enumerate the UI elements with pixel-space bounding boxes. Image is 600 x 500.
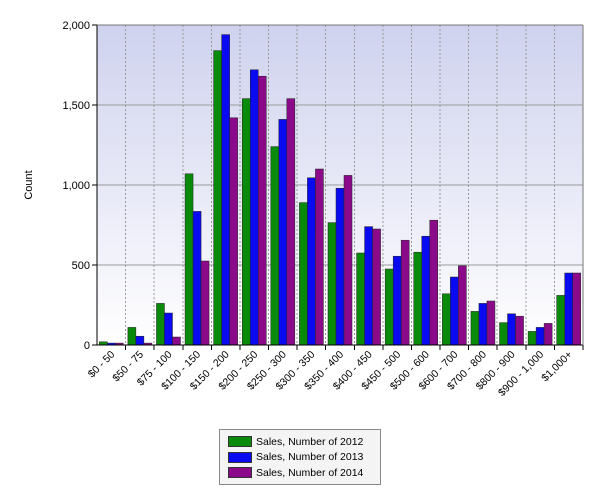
legend-label-2013: Sales, Number of 2013	[256, 451, 364, 464]
bar-2012	[384, 268, 394, 346]
legend-label-2014: Sales, Number of 2014	[256, 466, 364, 479]
bar-2013	[535, 327, 545, 346]
bar-2012	[413, 251, 423, 346]
bar-2012	[184, 173, 194, 346]
y-axis-label: Count	[23, 170, 35, 199]
bar-2013	[221, 34, 230, 346]
axes	[92, 24, 584, 350]
legend-item-2014: Sales, Number of 2014	[228, 465, 374, 481]
bar-2013	[192, 211, 202, 346]
bar-2012	[470, 311, 480, 346]
bar-2014	[372, 228, 381, 346]
y-tick-label: 500	[72, 260, 90, 272]
bar-2012	[356, 252, 365, 346]
bar-2014	[172, 336, 181, 346]
bar-2013	[249, 69, 259, 346]
bar-2014	[572, 272, 581, 346]
bar-2013	[307, 177, 316, 346]
legend-swatch-2013	[228, 451, 252, 463]
bar-2012	[442, 293, 451, 346]
bar-2013	[278, 119, 288, 346]
bar-2014	[515, 315, 524, 346]
bar-2012	[327, 222, 337, 346]
legend-label-2012: Sales, Number of 2012	[256, 435, 364, 448]
x-tick-label: $1,000+	[539, 349, 575, 385]
bar-2014	[229, 117, 238, 346]
bar-2012	[213, 50, 222, 346]
bar-2012	[556, 295, 565, 346]
legend: Sales, Number of 2012 Sales, Number of 2…	[219, 429, 381, 485]
bar-2013	[421, 235, 431, 346]
bar-2013	[164, 312, 173, 346]
bar-2014	[200, 260, 210, 346]
bar-2013	[450, 276, 459, 346]
bar-2014	[343, 175, 353, 346]
y-tick-label: 2,000	[62, 20, 90, 32]
bar-2012	[241, 98, 251, 346]
bar-2014	[315, 168, 324, 346]
legend-swatch-2014	[228, 467, 252, 479]
legend-swatch-2012	[228, 436, 252, 448]
bar-2012	[527, 331, 537, 346]
legend-item-2013: Sales, Number of 2013	[228, 450, 374, 466]
bar-2012	[499, 322, 508, 346]
bar-2013	[478, 303, 488, 346]
bar-2014	[286, 98, 296, 346]
bar-2013	[135, 335, 145, 346]
bar-2012	[299, 202, 308, 346]
bar-2012	[156, 303, 165, 346]
bar-2014	[257, 75, 267, 346]
bar-2013	[392, 255, 402, 346]
bar-2014	[429, 219, 439, 346]
bar-2014	[486, 300, 496, 346]
y-tick-label: 0	[84, 340, 90, 352]
bars	[99, 34, 581, 346]
bar-2012	[127, 327, 137, 346]
bar-2014	[458, 265, 467, 346]
bar-2013	[507, 313, 516, 346]
bar-2012	[270, 146, 280, 346]
bar-2014	[400, 239, 410, 346]
y-tick-label: 1,500	[62, 100, 90, 112]
bar-2013	[564, 272, 573, 346]
bar-2013	[364, 226, 373, 346]
legend-item-2012: Sales, Number of 2012	[228, 434, 374, 450]
gridlines	[97, 24, 583, 345]
bar-2013	[335, 187, 345, 346]
y-tick-label: 1,000	[62, 180, 90, 192]
bar-2014	[543, 323, 553, 346]
